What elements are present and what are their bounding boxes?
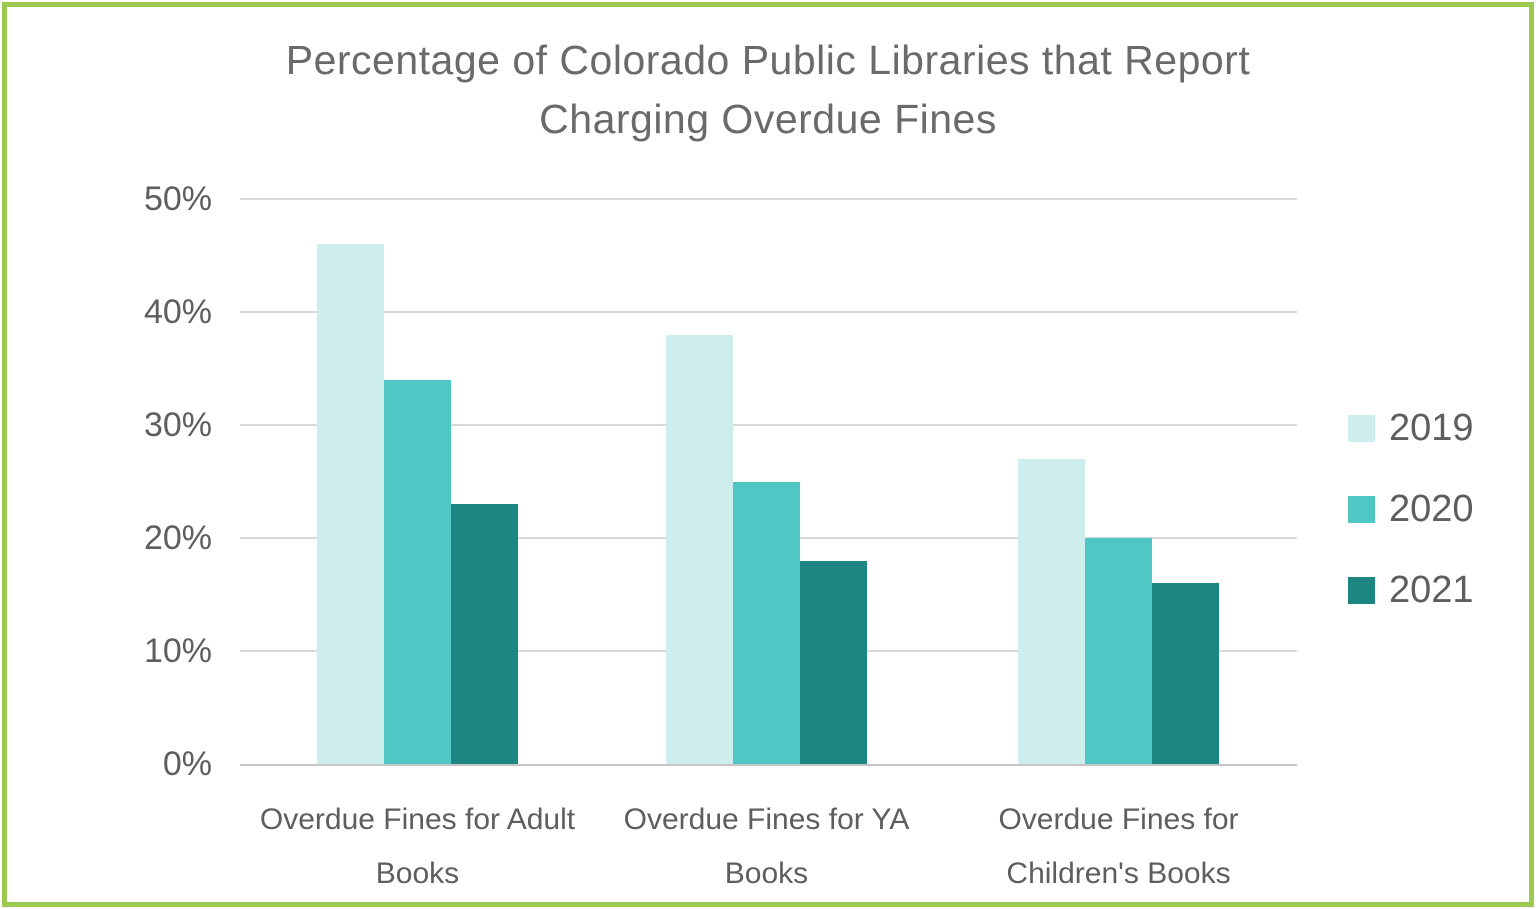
y-tick-label-10: 10% xyxy=(143,632,212,670)
x-category-label-3: Overdue Fines for Children's Books xyxy=(998,803,1239,890)
legend-label-2021: 2021 xyxy=(1389,568,1474,611)
legend-item-2020: 2020 xyxy=(1348,488,1474,530)
y-tick-label-40: 40% xyxy=(143,293,212,331)
legend-swatch-2020 xyxy=(1348,495,1375,523)
bar-2021-group1 xyxy=(451,504,518,764)
legend-swatch-2021 xyxy=(1348,576,1375,604)
bar-2021-group2 xyxy=(800,560,867,764)
legend-item-2019: 2019 xyxy=(1348,407,1474,449)
chart-title: Percentage of Colorado Public Libraries … xyxy=(285,37,1251,142)
legend-label-2019: 2019 xyxy=(1389,406,1474,449)
bar-2021-group3 xyxy=(1152,583,1219,764)
gridline-30 xyxy=(240,424,1297,426)
bar-2019-group1 xyxy=(317,244,384,764)
bar-2020-group1 xyxy=(384,379,451,764)
legend: 2019 2020 2021 xyxy=(1348,407,1474,654)
plot-area xyxy=(240,198,1297,766)
bar-2020-group3 xyxy=(1085,538,1152,764)
gridline-50 xyxy=(240,198,1297,200)
x-category-label-1: Overdue Fines for Adult Books xyxy=(259,803,576,890)
legend-label-2020: 2020 xyxy=(1389,487,1474,530)
bar-2019-group3 xyxy=(1018,458,1085,764)
bar-2019-group2 xyxy=(666,334,733,764)
y-axis-tick-labels: 50% 40% 30% 20% 10% 0% xyxy=(7,180,212,783)
x-category-label-2: Overdue Fines for YA Books xyxy=(623,803,910,890)
legend-swatch-2019 xyxy=(1348,414,1375,442)
y-tick-label-20: 20% xyxy=(143,519,212,557)
gridline-40 xyxy=(240,311,1297,313)
bar-2020-group2 xyxy=(733,481,800,764)
y-tick-label-0: 0% xyxy=(162,745,212,783)
y-tick-label-50: 50% xyxy=(143,180,212,218)
y-tick-label-30: 30% xyxy=(143,406,212,444)
legend-item-2021: 2021 xyxy=(1348,569,1474,611)
